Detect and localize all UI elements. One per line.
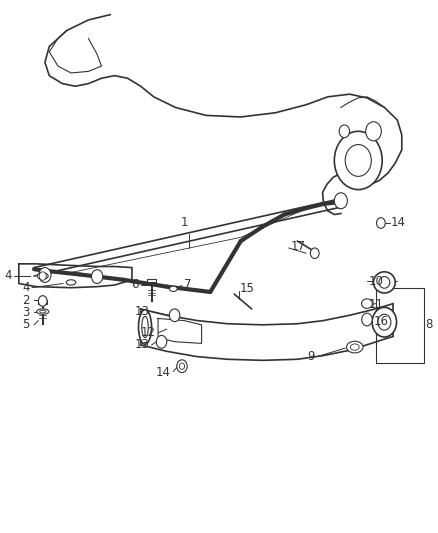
Ellipse shape <box>142 317 148 337</box>
Circle shape <box>92 270 103 284</box>
Text: 12: 12 <box>141 326 156 340</box>
Circle shape <box>372 308 396 337</box>
Ellipse shape <box>350 344 359 350</box>
Text: 9: 9 <box>307 350 315 363</box>
Ellipse shape <box>37 273 48 279</box>
Text: 15: 15 <box>240 282 255 295</box>
Circle shape <box>334 193 347 209</box>
Text: 7: 7 <box>184 278 192 291</box>
Circle shape <box>339 125 350 138</box>
Circle shape <box>377 217 385 228</box>
Text: 5: 5 <box>22 318 30 332</box>
Ellipse shape <box>379 277 390 288</box>
Polygon shape <box>19 264 132 288</box>
Polygon shape <box>158 318 201 343</box>
Text: 13: 13 <box>134 305 149 318</box>
Circle shape <box>180 363 185 369</box>
Ellipse shape <box>37 309 49 314</box>
Text: 3: 3 <box>22 305 30 319</box>
Text: 4: 4 <box>5 269 12 282</box>
Text: 17: 17 <box>291 240 306 253</box>
Text: 10: 10 <box>369 275 384 288</box>
Ellipse shape <box>66 280 76 285</box>
Ellipse shape <box>361 299 372 309</box>
Text: 2: 2 <box>22 294 30 307</box>
Text: 13: 13 <box>134 338 149 351</box>
Circle shape <box>366 122 381 141</box>
Circle shape <box>156 335 167 348</box>
Text: 16: 16 <box>374 315 389 328</box>
Circle shape <box>39 272 46 280</box>
Ellipse shape <box>170 286 177 292</box>
Circle shape <box>334 131 382 190</box>
Text: 14: 14 <box>391 216 406 229</box>
Ellipse shape <box>138 310 152 344</box>
Ellipse shape <box>346 341 363 353</box>
Text: 6: 6 <box>131 278 138 291</box>
Bar <box>39 300 47 304</box>
Circle shape <box>378 314 391 330</box>
Ellipse shape <box>40 310 46 313</box>
Text: 8: 8 <box>426 318 433 332</box>
Circle shape <box>345 144 371 176</box>
Ellipse shape <box>374 272 395 293</box>
Text: 11: 11 <box>369 298 384 311</box>
Circle shape <box>39 268 51 282</box>
Text: 1: 1 <box>180 216 188 229</box>
Circle shape <box>311 248 319 259</box>
Text: 4: 4 <box>22 281 30 294</box>
Circle shape <box>170 309 180 321</box>
Circle shape <box>39 296 47 306</box>
Bar <box>147 279 156 282</box>
Circle shape <box>362 313 372 326</box>
Text: 14: 14 <box>156 366 171 379</box>
Circle shape <box>177 360 187 373</box>
